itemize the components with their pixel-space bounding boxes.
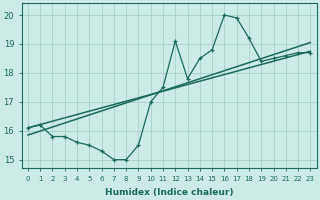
X-axis label: Humidex (Indice chaleur): Humidex (Indice chaleur)	[105, 188, 233, 197]
